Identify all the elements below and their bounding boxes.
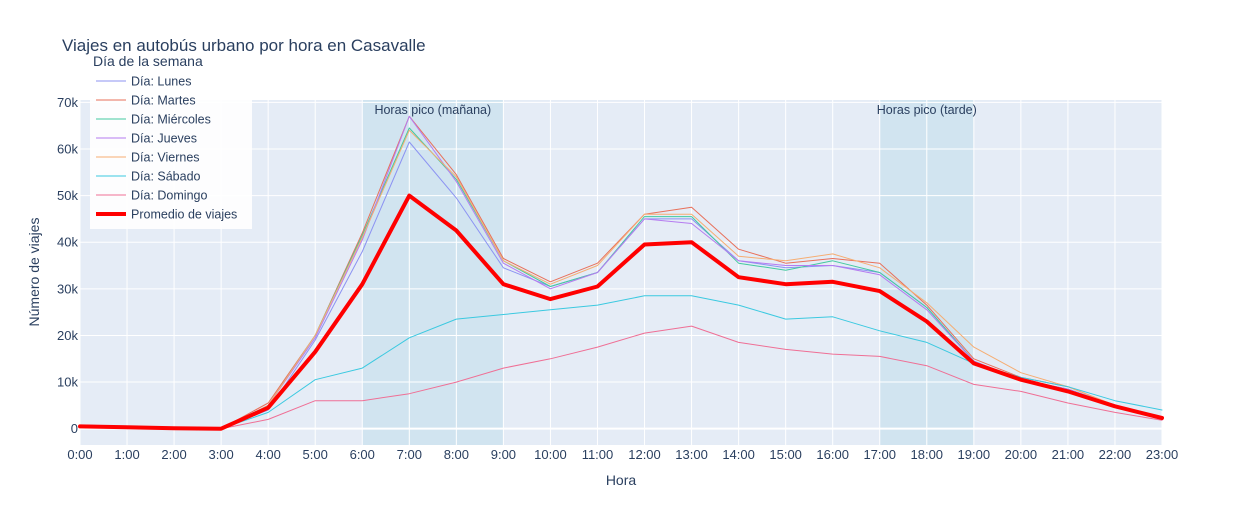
x-tick-label: 10:00 — [534, 447, 567, 462]
x-tick-label: 22:00 — [1099, 447, 1132, 462]
x-tick-label: 6:00 — [350, 447, 375, 462]
chart-title: Viajes en autobús urbano por hora en Cas… — [62, 36, 426, 55]
y-tick-label: 50k — [57, 188, 78, 203]
x-tick-label: 0:00 — [67, 447, 92, 462]
y-axis-title: Número de viajes — [26, 218, 42, 327]
x-tick-label: 14:00 — [722, 447, 755, 462]
legend-item-label[interactable]: Día: Jueves — [131, 132, 197, 146]
y-tick-label: 30k — [57, 281, 78, 296]
x-tick-label: 17:00 — [863, 447, 896, 462]
legend-item-label[interactable]: Día: Viernes — [131, 151, 200, 165]
series-line — [78, 193, 1164, 431]
x-tick-label: 1:00 — [114, 447, 139, 462]
x-tick-label: 5:00 — [303, 447, 328, 462]
legend-item-label[interactable]: Día: Domingo — [131, 189, 207, 203]
x-tick-label: 3:00 — [208, 447, 233, 462]
series-lines — [78, 115, 1164, 431]
shaded-region — [362, 100, 504, 445]
y-tick-label: 10k — [57, 375, 78, 390]
legend-title: Día de la semana — [93, 53, 203, 69]
legend-item-label[interactable]: Día: Miércoles — [131, 113, 211, 127]
series-line — [79, 115, 1163, 430]
x-tick-label: 16:00 — [816, 447, 849, 462]
y-tick-label: 0 — [71, 421, 78, 436]
x-tick-label: 12:00 — [628, 447, 661, 462]
y-tick-label: 20k — [57, 328, 78, 343]
x-tick-label: 20:00 — [1005, 447, 1038, 462]
x-tick-labels: 0:00 1:00 2:00 3:00 4:00 5:00 6:00 7:00 8:00 9:00… — [67, 447, 1178, 462]
x-tick-label: 13:00 — [675, 447, 708, 462]
gridlines — [79, 100, 1163, 445]
x-tick-label: 11:00 — [582, 447, 614, 462]
x-tick-label: 4:00 — [256, 447, 281, 462]
x-tick-label: 21:00 — [1052, 447, 1085, 462]
axes: 0 10k 20k 30k 40k 50k 60k 70k 0:00 1:00 2:00 3:00 4… — [26, 95, 1178, 488]
x-axis-title: Hora — [606, 472, 637, 488]
x-tick-label: 15:00 — [769, 447, 802, 462]
x-tick-label: 23:00 — [1146, 447, 1179, 462]
x-tick-label: 18:00 — [911, 447, 944, 462]
legend-items: Día: Lunes Día: Martes Día: Miércoles Día: … — [96, 75, 237, 222]
plot-area — [80, 100, 1162, 445]
y-tick-label: 60k — [57, 141, 78, 156]
legend-item-label[interactable]: Día: Lunes — [131, 75, 191, 89]
shaded-region-label: Horas pico (tarde) — [877, 103, 977, 117]
y-tick-label: 40k — [57, 235, 78, 250]
x-tick-label: 19:00 — [958, 447, 991, 462]
region-annotations: Horas pico (mañana) Horas pico (tarde) — [374, 103, 976, 117]
legend-item-label[interactable]: Promedio de viajes — [131, 208, 237, 222]
series-line — [79, 325, 1163, 430]
legend-item-label[interactable]: Día: Sábado — [131, 170, 201, 184]
shaded-region-label: Horas pico (mañana) — [374, 103, 491, 117]
x-tick-label: 2:00 — [161, 447, 186, 462]
x-tick-label: 8:00 — [444, 447, 469, 462]
legend-background — [90, 69, 252, 229]
x-tick-label: 7:00 — [397, 447, 422, 462]
y-tick-labels: 0 10k 20k 30k 40k 50k 60k 70k — [57, 95, 78, 436]
x-tick-label: 9:00 — [491, 447, 516, 462]
legend-item-label[interactable]: Día: Martes — [131, 94, 196, 108]
y-tick-label: 70k — [57, 95, 78, 110]
